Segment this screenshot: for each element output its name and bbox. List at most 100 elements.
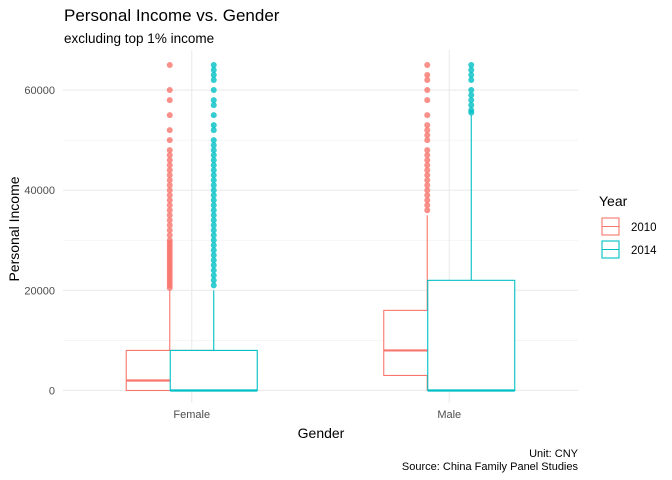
outlier-point xyxy=(166,192,173,199)
outlier-point xyxy=(166,227,173,234)
outlier-point xyxy=(468,77,475,84)
outlier-point xyxy=(210,87,217,94)
outlier-point xyxy=(424,207,431,214)
outlier-point xyxy=(210,242,217,249)
outlier-point xyxy=(166,202,173,209)
outlier-point xyxy=(166,137,173,144)
x-axis-title: Gender xyxy=(298,425,345,441)
caption-unit: Unit: CNY xyxy=(529,448,579,460)
outlier-point xyxy=(166,97,173,104)
box-2010-female xyxy=(125,62,214,392)
outlier-point xyxy=(210,67,217,74)
outlier-point xyxy=(424,172,431,179)
y-tick-label: 40000 xyxy=(24,185,55,197)
outlier-point xyxy=(210,257,217,264)
outlier-point xyxy=(166,87,173,94)
outlier-point xyxy=(210,247,217,254)
outlier-point xyxy=(166,62,173,69)
box-2014-male xyxy=(427,62,516,392)
boxplots xyxy=(125,62,516,392)
outlier-point xyxy=(210,272,217,279)
outlier-point xyxy=(468,67,475,74)
outlier-point xyxy=(166,232,173,239)
outlier-point xyxy=(210,137,217,144)
outlier-point xyxy=(424,122,431,129)
outlier-point xyxy=(424,182,431,189)
outlier-point xyxy=(210,97,217,104)
outlier-point xyxy=(468,72,475,79)
x-tick-label: Male xyxy=(437,409,461,421)
outlier-point xyxy=(424,147,431,154)
legend-label-2014: 2014 xyxy=(631,245,657,257)
outlier-point xyxy=(166,217,173,224)
outlier-point xyxy=(210,177,217,184)
outlier-point xyxy=(166,167,173,174)
outlier-point xyxy=(424,157,431,164)
y-axis-title: Personal Income xyxy=(6,176,22,281)
outlier-point xyxy=(210,187,217,194)
outlier-point xyxy=(210,227,217,234)
outlier-point xyxy=(210,197,217,204)
outlier-point xyxy=(210,252,217,259)
outlier-point xyxy=(210,207,217,214)
legend-label-2010: 2010 xyxy=(631,222,657,234)
outlier-point xyxy=(210,212,217,219)
outlier-point xyxy=(210,152,217,159)
chart-subtitle: excluding top 1% income xyxy=(64,31,214,46)
outlier-point xyxy=(210,77,217,84)
outlier-point xyxy=(166,212,173,219)
outlier-point xyxy=(166,147,173,154)
outlier-point xyxy=(210,262,217,269)
legend-title: Year xyxy=(599,193,628,209)
outlier-point xyxy=(166,162,173,169)
outlier-point xyxy=(424,162,431,169)
outlier-point xyxy=(424,62,431,69)
outlier-point xyxy=(210,217,217,224)
outlier-point xyxy=(210,167,217,174)
outlier-point xyxy=(468,97,475,104)
outlier-point xyxy=(166,177,173,184)
legend: Year 2010 2014 xyxy=(599,193,657,259)
box-iqr xyxy=(169,349,258,392)
outlier-point xyxy=(210,277,217,284)
outlier-point xyxy=(210,112,217,119)
y-tick-label: 0 xyxy=(49,385,55,397)
outlier-point xyxy=(468,62,475,69)
outlier-point xyxy=(210,147,217,154)
outlier-point xyxy=(210,122,217,129)
outlier-point xyxy=(424,72,431,79)
outlier-point xyxy=(424,177,431,184)
outlier-point xyxy=(424,152,431,159)
outlier-point xyxy=(468,87,475,94)
box-iqr xyxy=(427,279,516,392)
y-axis-ticks: 0 20000 40000 60000 xyxy=(24,85,55,397)
outlier-point xyxy=(166,197,173,204)
outlier-point xyxy=(210,232,217,239)
outlier-point xyxy=(424,97,431,104)
outlier-point xyxy=(166,237,173,244)
outlier-point xyxy=(166,182,173,189)
y-tick-label: 20000 xyxy=(24,285,55,297)
outlier-point xyxy=(210,72,217,79)
outlier-point xyxy=(210,162,217,169)
outlier-point xyxy=(166,112,173,119)
outlier-point xyxy=(210,172,217,179)
outlier-point xyxy=(210,102,217,109)
chart-title: Personal Income vs. Gender xyxy=(64,6,280,25)
outlier-point xyxy=(210,157,217,164)
outlier-point xyxy=(166,172,173,179)
outlier-point xyxy=(424,202,431,209)
outlier-point xyxy=(424,127,431,134)
outlier-point xyxy=(210,222,217,229)
outlier-point xyxy=(166,222,173,229)
outlier-point xyxy=(210,282,217,289)
outlier-point xyxy=(424,192,431,199)
outlier-point xyxy=(468,92,475,99)
outlier-point xyxy=(424,187,431,194)
outlier-point xyxy=(210,237,217,244)
y-tick-label: 60000 xyxy=(24,85,55,97)
outlier-point xyxy=(166,187,173,194)
outlier-point xyxy=(424,167,431,174)
outlier-point xyxy=(166,127,173,134)
